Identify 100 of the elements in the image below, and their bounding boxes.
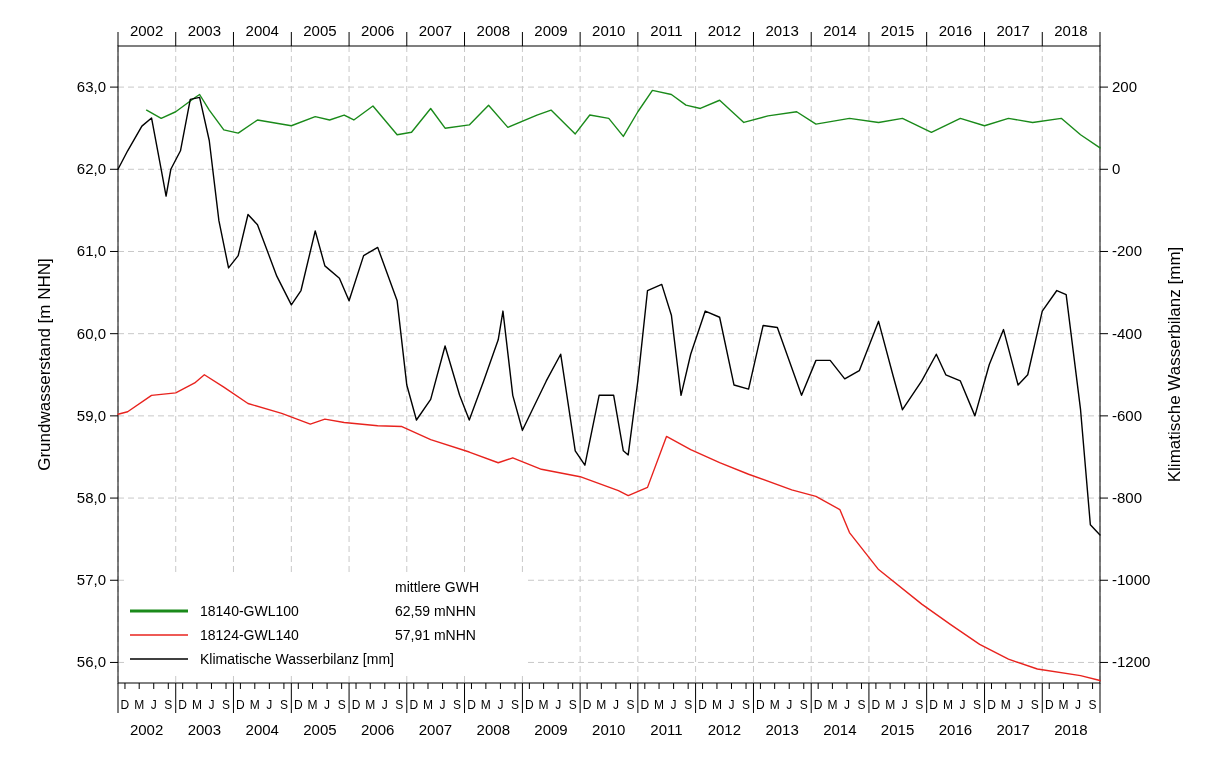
x-tick-label: 2014 [823, 22, 857, 39]
legend-title: mittlere GWH [395, 579, 479, 595]
y2-tick-label: 0 [1112, 160, 1121, 178]
y2-axis-title: Klimatische Wasserbilanz [mm] [1165, 246, 1184, 483]
text: S [1088, 698, 1097, 712]
text: M [827, 698, 838, 712]
text: D [409, 698, 419, 712]
x2-tick-label: 2012 [707, 721, 742, 738]
x2-tick-label: 2011 [650, 721, 683, 738]
y-tick-label: 56,0 [76, 653, 106, 671]
text: J [786, 698, 793, 712]
x2-tick-label: 2004 [245, 721, 279, 738]
x-tick-label: 2017 [996, 22, 1030, 39]
text: J [901, 698, 908, 712]
text: S [857, 698, 866, 712]
text: D [236, 698, 246, 712]
y-tick-label: 61,0 [76, 242, 106, 260]
text: M [307, 698, 318, 712]
text: S [1030, 698, 1039, 712]
y-tick-label: 63,0 [76, 78, 106, 96]
x2-tick-label: 2014 [823, 721, 857, 738]
text: J [843, 698, 850, 712]
text: S [915, 698, 924, 712]
text: D [813, 698, 823, 712]
x2-tick-label: 2008 [476, 721, 510, 738]
text: J [266, 698, 273, 712]
text: D [293, 698, 303, 712]
x-tick-label: 2011 [650, 22, 683, 39]
text: M [654, 698, 665, 712]
text: J [612, 698, 619, 712]
text: M [191, 698, 202, 712]
text: S [568, 698, 577, 712]
text: M [596, 698, 607, 712]
x-tick-label: 2003 [187, 22, 222, 39]
text: D [120, 698, 130, 712]
y-tick-label: 58,0 [76, 489, 106, 507]
x-tick-label: 2018 [1054, 22, 1088, 39]
x2-tick-label: 2009 [534, 721, 568, 738]
text: S [337, 698, 346, 712]
x-tick-label: 2009 [534, 22, 568, 39]
text: M [943, 698, 954, 712]
y2-tick-label: 200 [1112, 78, 1138, 96]
text: M [711, 698, 722, 712]
text: S [395, 698, 404, 712]
x2-tick-label: 2013 [765, 721, 799, 738]
text: J [1017, 698, 1024, 712]
text: D [871, 698, 881, 712]
text: J [1075, 698, 1082, 712]
legend-label: 18124-GWL140 [200, 627, 300, 643]
text: S [510, 698, 519, 712]
text: D [525, 698, 535, 712]
text: D [582, 698, 592, 712]
text: S [799, 698, 808, 712]
text: M [134, 698, 145, 712]
x2-tick-label: 2017 [996, 721, 1030, 738]
text: S [164, 698, 173, 712]
text: S [742, 698, 751, 712]
x2-tick-label: 2007 [418, 721, 453, 738]
y2-tick-label: -1200 [1112, 653, 1151, 671]
text: S [626, 698, 635, 712]
text: J [150, 698, 157, 712]
x-tick-label: 2010 [592, 22, 626, 39]
text: M [769, 698, 780, 712]
y2-tick-label: -600 [1112, 406, 1143, 424]
text: J [208, 698, 215, 712]
text: J [959, 698, 966, 712]
x2-tick-label: 2005 [303, 721, 337, 738]
x2-tick-label: 2015 [880, 721, 915, 738]
line-series [145, 89, 1101, 149]
text: M [885, 698, 896, 712]
text: S [453, 698, 462, 712]
x-tick-label: 2013 [765, 22, 799, 39]
x2-tick-label: 2002 [129, 721, 164, 738]
text: J [497, 698, 504, 712]
x-tick-label: 2005 [303, 22, 337, 39]
text: M [1058, 698, 1069, 712]
x-tick-label: 2004 [245, 22, 279, 39]
y-axis-title: Grundwasserstand [m NHN] [35, 258, 54, 471]
y-tick-label: 60,0 [76, 324, 106, 342]
line-series [117, 374, 1101, 682]
x2-tick-label: 2006 [361, 721, 395, 738]
x2-tick-label: 2010 [592, 721, 626, 738]
text: D [1044, 698, 1054, 712]
x2-tick-label: 2018 [1054, 721, 1088, 738]
text: D [987, 698, 997, 712]
x-tick-label: 2016 [938, 22, 973, 39]
y2-tick-label: -200 [1112, 242, 1143, 260]
text: D [467, 698, 477, 712]
y-tick-label: 62,0 [76, 160, 106, 178]
text: J [555, 698, 562, 712]
x-tick-label: 2006 [361, 22, 395, 39]
text: M [538, 698, 549, 712]
text: D [756, 698, 766, 712]
y2-tick-label: -400 [1112, 324, 1143, 342]
text: S [684, 698, 693, 712]
annotation: 62,59 mNHN [395, 603, 476, 619]
x-tick-label: 2007 [418, 22, 453, 39]
legend-label: 18140-GWL100 [200, 603, 300, 619]
x2-tick-label: 2016 [938, 721, 973, 738]
y-tick-label: 57,0 [76, 571, 106, 589]
